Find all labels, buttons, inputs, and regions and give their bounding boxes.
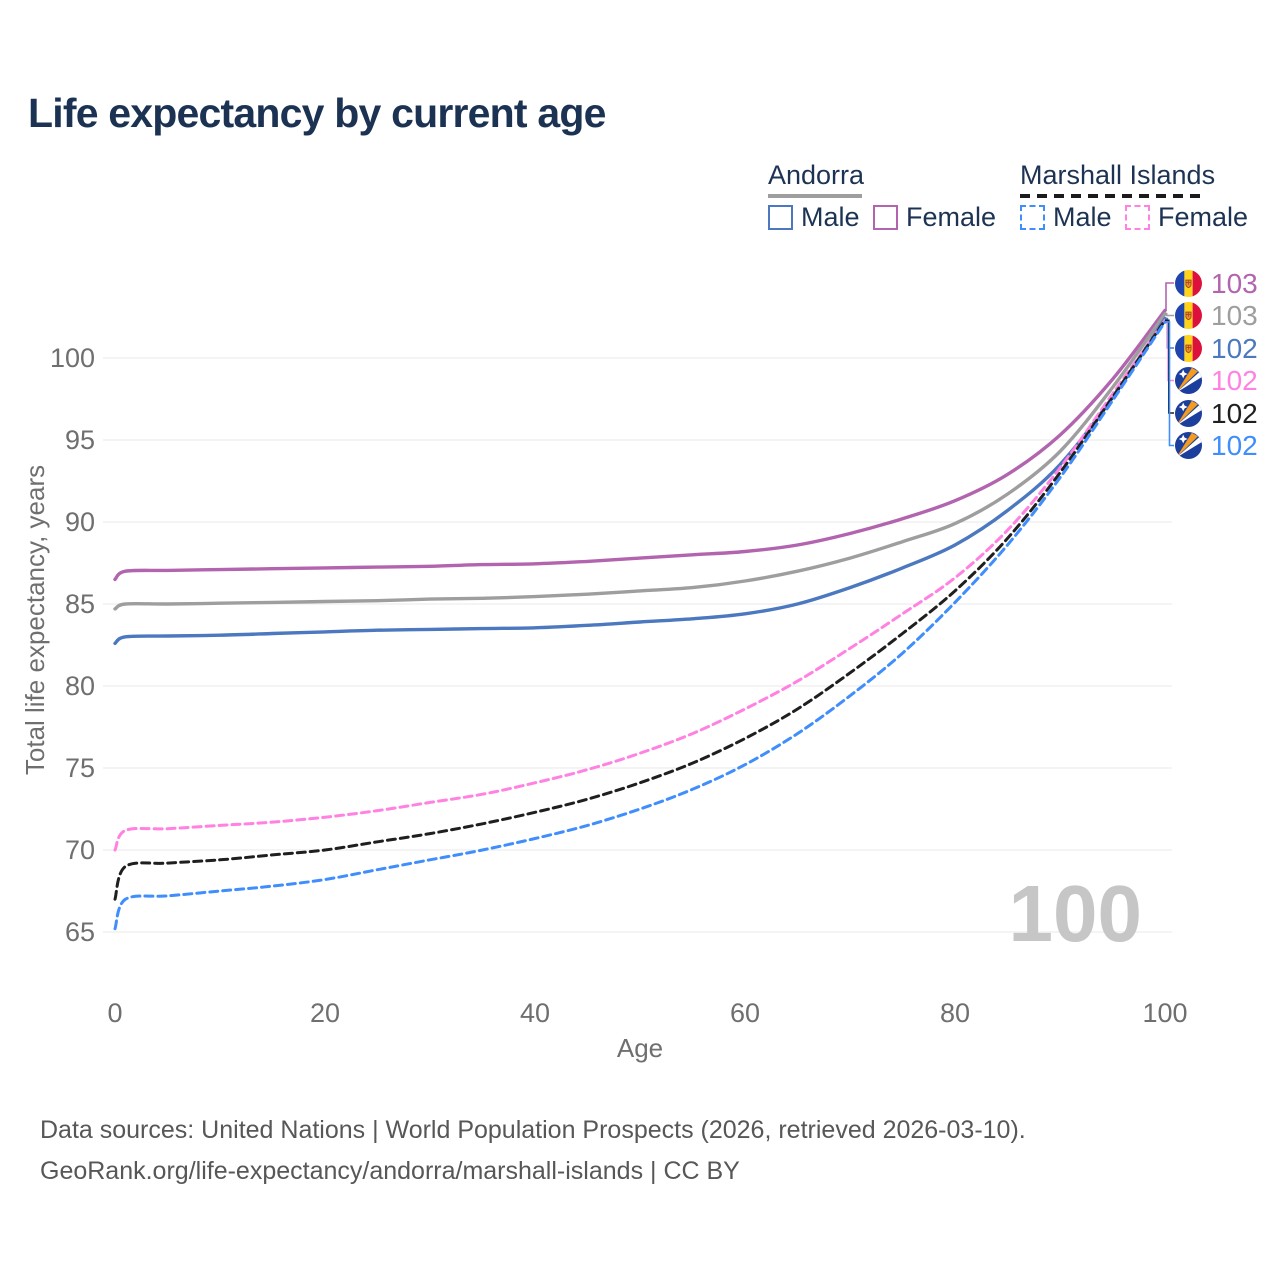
end-flag-5: [1175, 432, 1202, 459]
marshall-islands-flag-icon: [1175, 400, 1202, 427]
age-watermark: 100: [1009, 869, 1142, 958]
series-path-3: [113, 318, 1167, 852]
end-row-3: 102: [1175, 367, 1258, 395]
legend-rule-solid: [768, 194, 862, 198]
footer: Data sources: United Nations | World Pop…: [40, 1110, 1026, 1193]
x-tick: 0: [107, 998, 122, 1028]
marshall-islands-flag-icon: [1175, 367, 1202, 394]
series-connector-1: [1165, 312, 1174, 317]
y-tick: 75: [65, 753, 95, 783]
legend-item-label: Female: [1158, 202, 1249, 232]
series-lines: [113, 308, 1167, 931]
legend-item-marshall-female[interactable]: Female: [1125, 202, 1249, 232]
legend-item-andorra-female[interactable]: Female: [873, 202, 997, 232]
end-flag-3: [1175, 367, 1202, 394]
end-value-5: 102: [1211, 430, 1258, 461]
y-axis-title: Total life expectancy, years: [20, 465, 50, 775]
series-path-5: [113, 320, 1167, 931]
end-value-1: 103: [1211, 300, 1258, 331]
end-value-2: 102: [1211, 332, 1258, 364]
dashed-line-swatch-icon: [1020, 205, 1045, 230]
y-axis: 65 70 75 80 85 90 95 100 Total life expe…: [20, 343, 95, 947]
legend-item-label: Female: [906, 202, 997, 232]
legend-item-label: Male: [1053, 202, 1112, 232]
series-connector-0: [1165, 282, 1174, 312]
end-row-0: 103: [1175, 269, 1258, 297]
y-gridlines: [103, 357, 1172, 933]
legend-country-andorra: Andorra: [768, 160, 865, 190]
end-row-4: 102: [1175, 399, 1258, 427]
end-flag-2: [1175, 335, 1202, 362]
dashed-line-swatch-icon: [1125, 205, 1150, 230]
legend-group-andorra: Andorra: [768, 160, 864, 198]
end-row-2: 102: [1175, 334, 1258, 362]
label-connectors: [1165, 282, 1174, 447]
andorra-flag-icon: [1175, 270, 1202, 297]
y-tick: 90: [65, 507, 95, 537]
end-flag-4: [1175, 400, 1202, 427]
marshall-islands-flag-icon: [1175, 432, 1202, 459]
end-flag-1: [1175, 302, 1202, 329]
andorra-flag-icon: [1175, 335, 1202, 362]
series-connector-5: [1165, 321, 1174, 447]
series-path-1: [113, 312, 1167, 611]
y-tick: 85: [65, 589, 95, 619]
legend-item-label: Male: [801, 202, 860, 232]
page-title: Life expectancy by current age: [28, 90, 606, 136]
y-tick: 100: [50, 343, 95, 373]
y-tick: 80: [65, 671, 95, 701]
end-value-0: 103: [1211, 267, 1258, 299]
legend-rule-dashed: [1020, 194, 1206, 198]
legend-item-marshall-male[interactable]: Male: [1020, 202, 1112, 232]
legend-country-marshall-islands: Marshall Islands: [1020, 160, 1216, 190]
data-sources-line: Data sources: United Nations | World Pop…: [40, 1116, 1026, 1144]
x-tick: 80: [940, 998, 970, 1028]
series-path-4: [113, 318, 1167, 901]
x-tick: 20: [310, 998, 340, 1028]
end-value-3: 102: [1211, 365, 1258, 396]
legend-group-marshall-islands: Marshall Islands: [1020, 160, 1215, 198]
y-tick: 95: [65, 425, 95, 455]
x-tick: 60: [730, 998, 760, 1028]
end-value-4: 102: [1211, 397, 1258, 429]
y-tick: 70: [65, 835, 95, 865]
legend-item-andorra-male[interactable]: Male: [768, 202, 860, 232]
x-axis: 0 20 40 60 80 100 Age: [107, 998, 1187, 1063]
solid-line-swatch-icon: [768, 205, 793, 230]
y-tick: 65: [65, 917, 95, 947]
end-row-5: 102: [1175, 432, 1258, 460]
end-flag-0: [1175, 270, 1202, 297]
x-tick: 40: [520, 998, 550, 1028]
x-axis-title: Age: [617, 1033, 663, 1063]
series-path-2: [113, 316, 1167, 646]
end-row-1: 103: [1175, 302, 1258, 330]
solid-line-swatch-icon: [873, 205, 898, 230]
attribution-line: GeoRank.org/life-expectancy/andorra/mars…: [40, 1157, 740, 1186]
series-path-0: [113, 308, 1167, 582]
andorra-flag-icon: [1175, 302, 1202, 329]
x-tick: 100: [1142, 998, 1187, 1028]
